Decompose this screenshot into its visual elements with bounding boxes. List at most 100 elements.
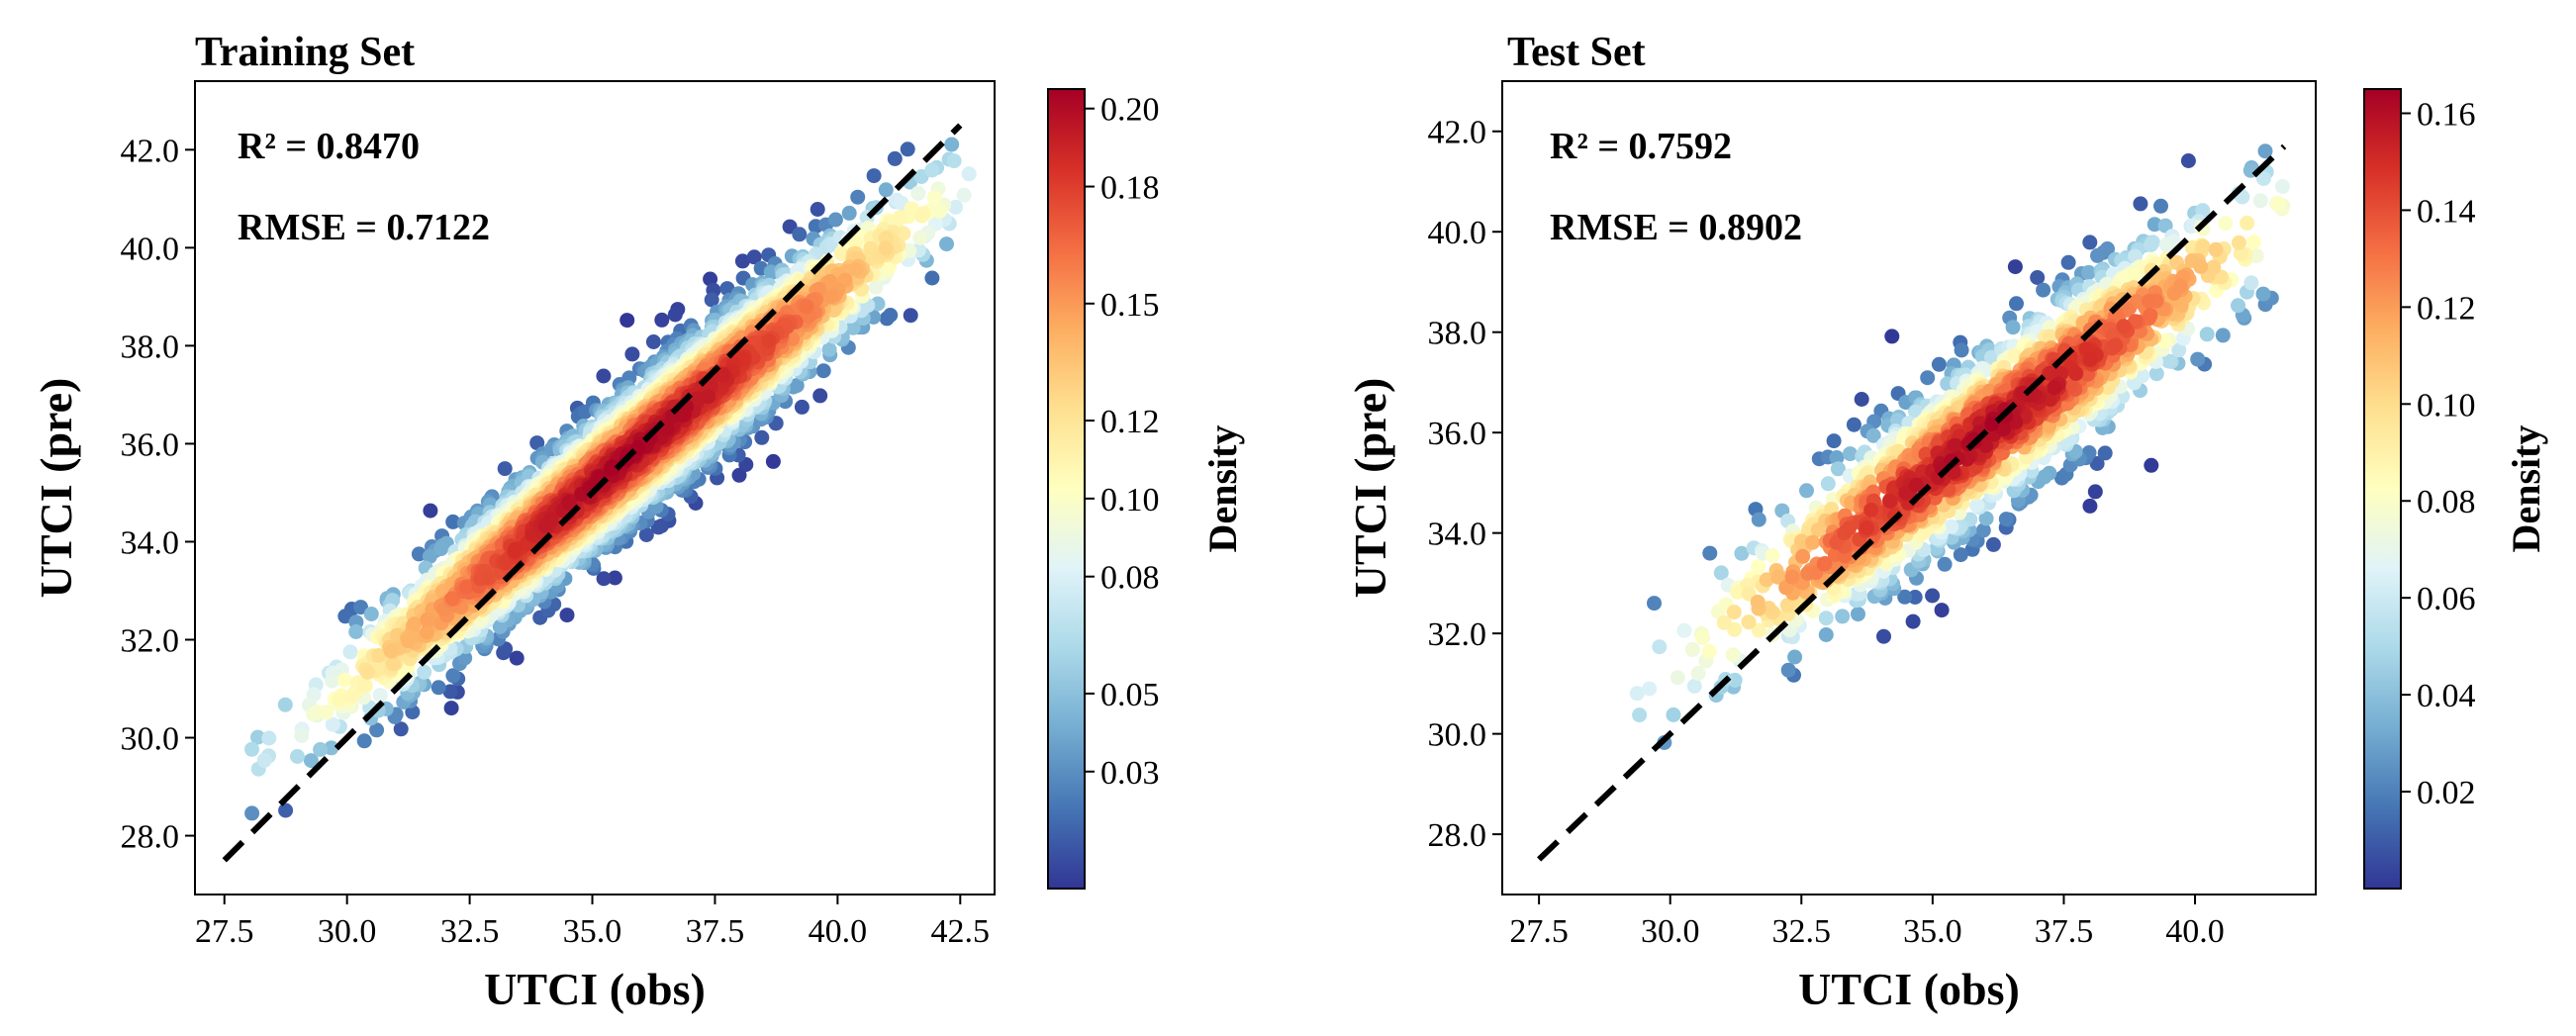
- data-point: [2133, 196, 2148, 212]
- data-point: [704, 292, 719, 308]
- data-point: [719, 281, 735, 297]
- data-point: [2082, 235, 2098, 250]
- colorbar-tick-label: 0.08: [1100, 560, 1160, 597]
- data-point: [2153, 198, 2168, 214]
- data-point: [624, 346, 640, 362]
- data-point: [2240, 215, 2255, 231]
- data-point: [443, 701, 459, 716]
- y-tick-label: 28.0: [121, 819, 180, 856]
- data-point: [2007, 259, 2023, 275]
- data-point: [2180, 153, 2196, 168]
- data-point: [2082, 498, 2098, 514]
- data-point: [1931, 356, 1947, 372]
- data-point: [845, 320, 861, 335]
- data-point: [731, 467, 747, 483]
- data-point: [910, 185, 926, 201]
- data-point: [645, 334, 661, 349]
- data-point: [596, 368, 612, 384]
- data-point: [2270, 195, 2286, 211]
- colorbar-tick-label: 0.05: [1100, 677, 1160, 713]
- data-point: [607, 570, 622, 586]
- data-point: [866, 168, 882, 184]
- data-point: [961, 166, 977, 182]
- data-point: [1759, 572, 1774, 588]
- data-point: [444, 591, 460, 607]
- colorbar-tick-label: 0.03: [1100, 755, 1160, 792]
- data-point: [433, 541, 449, 557]
- data-point: [2089, 456, 2105, 471]
- data-point: [2190, 351, 2206, 367]
- data-point: [342, 644, 358, 660]
- data-point: [324, 740, 339, 756]
- data-point: [1983, 349, 1999, 365]
- data-point: [827, 212, 843, 228]
- data-point: [356, 733, 372, 749]
- data-point: [1686, 678, 1702, 694]
- colorbar-tick-label: 0.18: [1100, 170, 1160, 207]
- data-point: [2206, 259, 2222, 275]
- data-point: [277, 697, 293, 712]
- data-point: [1865, 427, 1881, 443]
- data-point: [1713, 565, 1729, 581]
- data-point: [1876, 628, 1891, 644]
- data-point: [2275, 178, 2290, 194]
- data-point: [2030, 270, 2046, 285]
- data-point: [294, 728, 310, 743]
- data-point: [1670, 670, 1685, 686]
- data-point: [1751, 559, 1766, 575]
- data-point: [250, 729, 265, 745]
- data-point: [559, 608, 575, 623]
- data-point: [1695, 629, 1711, 645]
- data-point: [244, 741, 259, 757]
- data-point: [372, 688, 388, 704]
- data-point: [2208, 241, 2224, 257]
- data-point: [423, 503, 438, 518]
- data-point: [1725, 647, 1741, 663]
- data-point: [1818, 611, 1834, 626]
- data-point: [2126, 267, 2142, 283]
- data-point: [508, 541, 524, 557]
- data-point: [1954, 342, 1969, 358]
- data-point: [676, 406, 692, 422]
- data-point: [887, 150, 903, 166]
- data-point: [1969, 498, 1985, 514]
- data-point: [385, 656, 401, 672]
- data-point: [445, 514, 461, 529]
- data-point: [914, 208, 929, 224]
- data-point: [479, 569, 495, 585]
- data-point: [926, 190, 942, 206]
- data-point: [1985, 536, 2001, 552]
- data-point: [2060, 254, 2076, 270]
- data-point: [422, 548, 437, 564]
- data-point: [383, 643, 399, 659]
- data-point: [868, 279, 884, 295]
- data-point: [667, 307, 683, 323]
- data-point: [561, 495, 577, 511]
- data-point: [1851, 607, 1865, 622]
- data-point: [332, 692, 347, 707]
- data-point: [900, 141, 915, 157]
- data-point: [1818, 627, 1834, 642]
- data-point: [577, 404, 593, 420]
- data-point: [1829, 450, 1845, 465]
- data-point: [1854, 392, 1869, 407]
- data-point: [1676, 622, 1692, 638]
- data-point: [1690, 666, 1706, 681]
- data-point: [278, 802, 294, 818]
- r2-annotation: R² = 0.8470: [238, 126, 420, 167]
- data-point: [815, 363, 831, 379]
- x-axis-ticks: 27.5 30.0 32.5 35.0 37.5 40.0 42.5: [195, 895, 990, 950]
- data-point: [430, 680, 446, 696]
- data-point: [903, 308, 918, 324]
- data-point: [2243, 275, 2259, 291]
- data-point: [2171, 342, 2187, 358]
- data-point: [812, 388, 828, 404]
- data-point: [1843, 446, 1858, 462]
- data-point: [746, 249, 762, 265]
- data-point: [1799, 483, 1814, 499]
- y-tick-label: 30.0: [121, 721, 180, 758]
- data-point: [319, 705, 334, 720]
- colorbar-tick-label: 0.10: [1100, 482, 1160, 518]
- data-point: [2147, 217, 2162, 233]
